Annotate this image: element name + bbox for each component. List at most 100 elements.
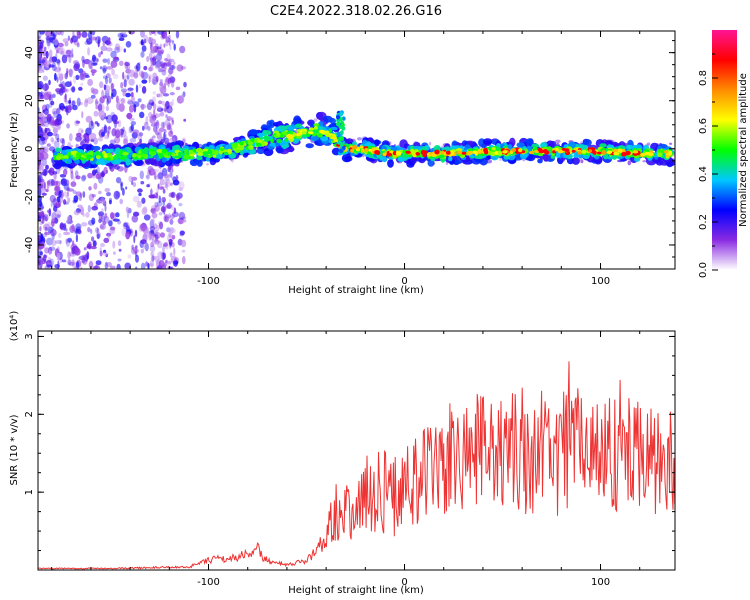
snr-frame — [37, 330, 676, 571]
noise-cell — [181, 249, 186, 253]
noise-cell — [155, 75, 159, 83]
noise-cell — [166, 116, 172, 121]
noise-cell — [45, 103, 50, 111]
noise-cell — [87, 78, 93, 87]
noise-cell — [61, 138, 65, 147]
noise-cell — [143, 65, 148, 71]
noise-cell — [91, 194, 96, 198]
signal-cell — [438, 154, 445, 158]
noise-cell — [166, 202, 172, 209]
noise-cell — [61, 54, 68, 64]
signal-peak — [640, 153, 646, 157]
noise-cell — [171, 117, 174, 122]
noise-cell — [49, 64, 54, 68]
noise-cell — [143, 34, 149, 44]
noise-cell — [175, 86, 181, 91]
noise-cell — [163, 104, 167, 108]
noise-cell — [102, 65, 108, 72]
noise-cell — [154, 113, 159, 119]
noise-cell — [161, 100, 165, 106]
noise-cell — [38, 81, 42, 89]
noise-cell — [76, 97, 81, 107]
noise-cell — [81, 254, 85, 262]
noise-cell — [39, 251, 43, 256]
noise-cell — [642, 160, 647, 163]
noise-cell — [123, 79, 127, 88]
signal-cell — [465, 144, 471, 149]
noise-cell — [56, 76, 59, 83]
signal-cell — [55, 155, 62, 161]
signal-cell — [479, 157, 488, 166]
noise-cell — [171, 99, 175, 106]
noise-cell — [65, 228, 68, 232]
noise-cell — [75, 261, 80, 269]
noise-cell — [153, 125, 158, 133]
colorbar-tick-label: 0.6 — [698, 118, 709, 134]
signal-peak — [543, 149, 548, 154]
signal-cell — [550, 155, 556, 159]
y-tick-label: -20 — [24, 189, 35, 205]
noise-cell — [152, 91, 156, 95]
noise-cell — [130, 124, 134, 132]
noise-cell — [91, 31, 96, 36]
noise-cell — [86, 96, 94, 105]
spectrogram-x-label: Height of straight line (km) — [288, 285, 424, 296]
noise-cell — [56, 31, 62, 36]
noise-cell — [45, 188, 49, 193]
noise-cell — [172, 61, 176, 65]
noise-cell — [154, 63, 161, 70]
signal-peak — [324, 130, 330, 135]
noise-cell — [107, 58, 111, 65]
noise-cell — [133, 70, 139, 78]
noise-cell — [38, 187, 42, 197]
noise-cell — [160, 107, 164, 112]
noise-cell — [179, 45, 186, 54]
noise-cell — [137, 98, 142, 103]
y-tick-label: 3 — [24, 333, 35, 339]
noise-cell — [110, 82, 114, 92]
noise-cell — [91, 206, 99, 211]
noise-cell — [127, 100, 134, 105]
noise-cell — [112, 240, 116, 249]
x-tick-label: -100 — [197, 577, 220, 588]
signal-peak — [395, 151, 401, 156]
noise-cell — [58, 232, 62, 239]
noise-cell — [169, 105, 173, 114]
signal-cell — [657, 152, 663, 158]
noise-cell — [132, 182, 137, 188]
noise-cell — [52, 31, 58, 38]
signal-cell — [156, 149, 163, 153]
noise-cell — [70, 170, 74, 180]
signal-peak — [571, 149, 576, 153]
signal-peak — [360, 148, 365, 153]
signal-cell — [125, 158, 131, 166]
noise-cell — [49, 258, 54, 266]
noise-cell — [169, 92, 175, 96]
signal-peak — [596, 151, 602, 155]
signal-cell — [276, 132, 281, 137]
signal-cell — [311, 136, 319, 141]
noise-cell — [49, 33, 57, 41]
noise-cell — [100, 45, 108, 51]
noise-cell — [111, 68, 115, 76]
noise-cell — [111, 128, 117, 137]
noise-cell — [131, 244, 134, 250]
signal-cell — [107, 157, 111, 161]
noise-cell — [81, 55, 85, 63]
noise-cell — [159, 92, 164, 98]
noise-cell — [160, 121, 165, 129]
noise-cell — [45, 50, 49, 59]
noise-cell — [150, 41, 153, 47]
noise-cell — [167, 73, 173, 81]
noise-cell — [74, 247, 81, 256]
noise-cell — [61, 259, 67, 263]
noise-cell — [147, 262, 150, 269]
noise-cell — [90, 69, 97, 74]
noise-cell — [96, 58, 100, 62]
signal-cell — [205, 156, 210, 162]
noise-cell — [53, 171, 57, 180]
noise-cell — [116, 101, 121, 111]
noise-cell — [63, 185, 69, 189]
noise-cell — [74, 265, 80, 269]
